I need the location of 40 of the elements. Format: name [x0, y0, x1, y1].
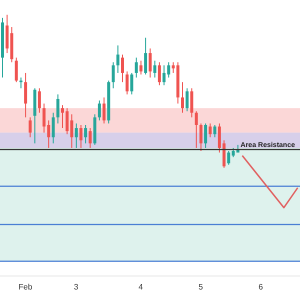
candlestick	[204, 122, 208, 148]
candlestick	[181, 82, 184, 114]
candlestick	[102, 96, 106, 124]
candlestick	[84, 124, 88, 144]
candlestick	[213, 124, 216, 138]
candlestick	[199, 122, 202, 152]
candlestick	[162, 64, 166, 86]
candlestick	[14, 57, 18, 83]
candlestick	[56, 94, 60, 124]
candlestick	[38, 88, 41, 114]
candlestick	[130, 72, 134, 95]
candlestick	[116, 44, 120, 74]
x-tick-label: 6	[258, 282, 264, 292]
candlestick	[208, 122, 212, 138]
candlestick	[144, 37, 148, 75]
candlestick	[134, 57, 138, 78]
candlestick	[28, 116, 32, 138]
candlestick	[98, 100, 101, 121]
candlestick	[88, 128, 92, 148]
candlestick	[126, 70, 129, 95]
candlestick	[148, 48, 152, 78]
x-tick-label: 3	[74, 282, 79, 292]
candlestick	[74, 122, 78, 148]
candlestick	[186, 88, 189, 112]
candlestick	[194, 110, 198, 148]
candlestick	[19, 77, 22, 89]
candlestick	[52, 112, 55, 144]
candlestick	[227, 150, 230, 166]
x-tick-label: Feb	[18, 282, 33, 292]
candlestick	[190, 88, 194, 118]
candlestick	[158, 62, 161, 86]
x-tick-label: 5	[198, 282, 204, 292]
candlestick	[79, 124, 82, 148]
candlestick	[112, 62, 115, 89]
candlestick	[153, 60, 156, 78]
candlestick	[42, 103, 46, 134]
candlestick	[24, 72, 28, 118]
x-tick-label: 4	[138, 282, 144, 292]
candlestick	[139, 60, 142, 75]
candlestick	[121, 54, 124, 83]
